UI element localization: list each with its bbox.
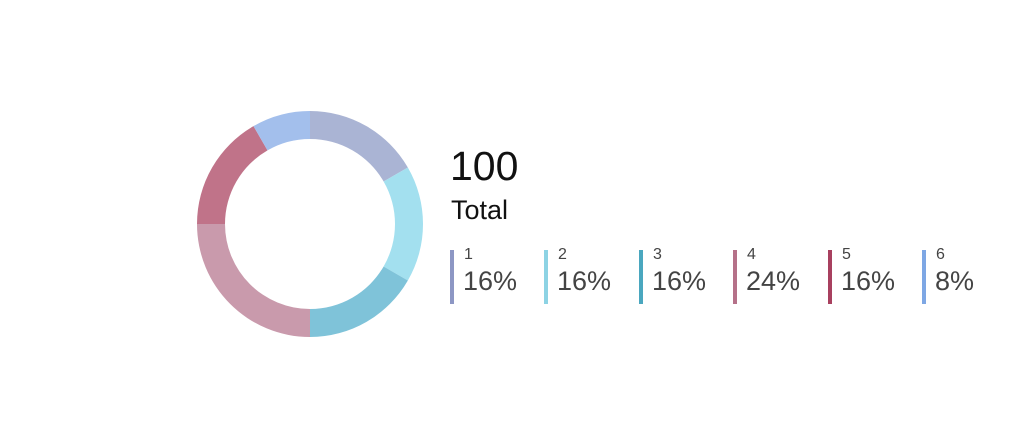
total-value: 100 <box>450 143 519 189</box>
legend-label: 2 <box>558 246 567 263</box>
legend-label: 3 <box>653 246 662 263</box>
donut-slice-5[interactable] <box>197 126 268 224</box>
donut-chart <box>197 111 423 338</box>
legend-color-bar <box>922 250 926 304</box>
legend-label: 5 <box>842 246 851 263</box>
donut-slice-1[interactable] <box>310 111 408 182</box>
legend-label: 1 <box>464 246 473 263</box>
legend-color-bar <box>450 250 454 304</box>
total-label: Total <box>451 195 509 225</box>
legend-label: 4 <box>747 246 756 263</box>
legend-percent: 16% <box>463 266 518 296</box>
legend-color-bar <box>828 250 832 304</box>
donut-slice-4[interactable] <box>197 224 310 337</box>
legend-color-bar <box>544 250 548 304</box>
legend-percent: 16% <box>841 266 896 296</box>
legend-color-bar <box>639 250 643 304</box>
donut-slice-3[interactable] <box>310 266 408 338</box>
donut-slice-2[interactable] <box>383 167 423 281</box>
legend-percent: 8% <box>935 266 975 296</box>
legend-label: 6 <box>936 246 945 263</box>
donut-slice-6[interactable] <box>253 111 311 151</box>
legend-percent: 16% <box>557 266 612 296</box>
legend-percent: 24% <box>746 266 801 296</box>
legend-percent: 16% <box>652 266 707 296</box>
legend-color-bar <box>733 250 737 304</box>
